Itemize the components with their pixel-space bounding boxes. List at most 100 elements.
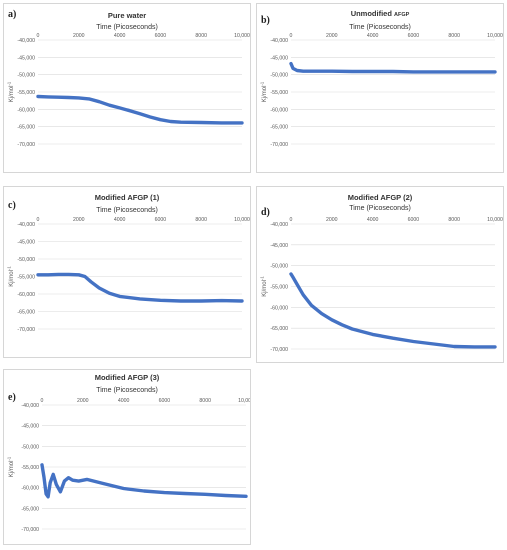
x-tick-label: 0 [290, 33, 293, 39]
panel-letter: c) [8, 200, 16, 211]
chart-svg: -40,000 -45,000 -50,000 -55,000 -60,000 -65,0… [7, 33, 251, 148]
chart-title-text: Modified AFGP (2) [347, 193, 413, 202]
series-line [36, 94, 244, 125]
y-tick-label: -40,000 [270, 38, 288, 44]
y-tick-label: -50,000 [17, 257, 35, 263]
series-line [289, 61, 497, 74]
chart-title-suffix: AFGP [394, 12, 410, 18]
panel-letter: d) [261, 207, 270, 218]
x-axis-title: Time (Picoseconds) [96, 387, 158, 394]
chart-svg: -40,000 -45,000 -50,000 -55,000 -60,000 -65,0… [260, 217, 504, 353]
x-tick-label: 4000 [367, 33, 379, 39]
y-tick-label: -45,000 [21, 424, 39, 430]
x-tick-label: 4000 [118, 398, 130, 404]
x-tick-label: 8000 [448, 217, 460, 223]
series-line [40, 463, 248, 499]
y-axis-title: Kj/mol-1 [7, 266, 16, 287]
y-tick-label: -65,000 [270, 125, 288, 131]
x-tick-label: 2000 [326, 217, 338, 223]
panel-letter: e) [8, 392, 16, 403]
x-tick-label: 6000 [155, 33, 167, 39]
y-tick-label: -45,000 [270, 243, 288, 249]
x-axis-title: Time (Picoseconds) [96, 24, 158, 31]
series-line [289, 272, 497, 349]
chart-svg: -40,000 -45,000 -50,000 -55,000 -60,000 -65,0… [7, 398, 251, 533]
chart-title-text: Modified AFGP (3) [94, 373, 160, 382]
y-axis-title: Kj/mol-1 [7, 456, 16, 477]
chart-svg: -40,000 -45,000 -50,000 -55,000 -60,000 -65,0… [7, 217, 251, 333]
y-tick-label: -40,000 [270, 222, 288, 228]
x-tick-label: 6000 [159, 398, 171, 404]
x-tick-label: 8000 [199, 398, 211, 404]
y-axis-title: Kj/mol-1 [260, 276, 269, 297]
chart-panel-e: e) Modified AFGP (3) Time (Picoseconds) -40… [3, 369, 251, 545]
y-axis-title: Kj/mol-1 [260, 81, 269, 102]
x-tick-label: 8000 [195, 33, 207, 39]
y-tick-label: -45,000 [270, 55, 288, 61]
chart-title: Unmodified AFGP [257, 9, 503, 18]
chart-title: Modified AFGP (1) [4, 193, 250, 202]
x-tick-label: 10,000 [234, 217, 250, 223]
x-tick-label: 2000 [73, 217, 85, 223]
chart-title-text: Pure water [107, 11, 147, 20]
x-tick-label: 2000 [77, 398, 89, 404]
y-tick-label: -70,000 [17, 142, 35, 148]
x-tick-label: 10,000 [238, 398, 250, 404]
x-tick-label: 4000 [367, 217, 379, 223]
y-tick-label: -65,000 [270, 326, 288, 332]
y-tick-label: -65,000 [21, 506, 39, 512]
y-tick-label: -50,000 [17, 73, 35, 79]
panel-letter: a) [8, 9, 17, 20]
chart-panel-d: d) Modified AFGP (2) Time (Picoseconds) -40… [256, 186, 504, 363]
y-axis-title: Kj/mol-1 [7, 81, 16, 102]
chart-title: Modified AFGP (2) [257, 193, 503, 202]
y-tick-label: -60,000 [270, 305, 288, 311]
y-tick-label: -50,000 [21, 444, 39, 450]
series-line [36, 272, 244, 303]
y-tick-label: -45,000 [17, 240, 35, 246]
x-tick-label: 10,000 [487, 33, 503, 39]
x-tick-label: 0 [290, 217, 293, 223]
y-tick-label: -55,000 [270, 285, 288, 291]
x-tick-label: 8000 [448, 33, 460, 39]
chart-panel-b: b) Unmodified AFGP Time (Picoseconds) -40,0… [256, 3, 504, 173]
x-tick-label: 0 [41, 398, 44, 404]
y-tick-label: -70,000 [21, 527, 39, 533]
y-tick-label: -65,000 [17, 310, 35, 316]
x-axis-title: Time (Picoseconds) [349, 24, 411, 31]
y-tick-label: -60,000 [17, 292, 35, 298]
x-tick-label: 6000 [155, 217, 167, 223]
x-tick-label: 4000 [114, 33, 126, 39]
chart-title-text: Unmodified [350, 9, 395, 18]
chart-title: Modified AFGP (3) [4, 373, 250, 382]
x-tick-label: 2000 [326, 33, 338, 39]
y-tick-label: -60,000 [17, 107, 35, 113]
x-tick-label: 0 [37, 217, 40, 223]
panel-letter: b) [261, 15, 270, 26]
chart-svg: -40,000 -45,000 -50,000 -55,000 -60,000 -65,0… [260, 33, 504, 148]
y-tick-label: -55,000 [17, 275, 35, 281]
y-tick-label: -45,000 [17, 55, 35, 61]
x-tick-label: 8000 [195, 217, 207, 223]
x-axis-title: Time (Picoseconds) [349, 205, 411, 212]
y-tick-label: -50,000 [270, 73, 288, 79]
y-tick-label: -40,000 [17, 38, 35, 44]
y-tick-label: -70,000 [270, 142, 288, 148]
y-tick-label: -40,000 [21, 403, 39, 409]
x-tick-label: 10,000 [487, 217, 503, 223]
y-tick-label: -70,000 [17, 327, 35, 333]
y-tick-label: -60,000 [21, 486, 39, 492]
chart-title: Pure water [4, 11, 250, 20]
chart-panel-c: c) Modified AFGP (1) Time (Picoseconds) -40… [3, 186, 251, 358]
x-tick-label: 2000 [73, 33, 85, 39]
y-tick-label: -65,000 [17, 125, 35, 131]
x-tick-label: 6000 [408, 217, 420, 223]
y-tick-label: -60,000 [270, 107, 288, 113]
y-tick-label: -55,000 [270, 90, 288, 96]
x-tick-label: 4000 [114, 217, 126, 223]
chart-title-text: Modified AFGP (1) [94, 193, 160, 202]
y-tick-label: -40,000 [17, 222, 35, 228]
chart-panel-a: a) Pure water Time (Picoseconds) -40,000 -45… [3, 3, 251, 173]
y-tick-label: -50,000 [270, 264, 288, 270]
x-tick-label: 0 [37, 33, 40, 39]
